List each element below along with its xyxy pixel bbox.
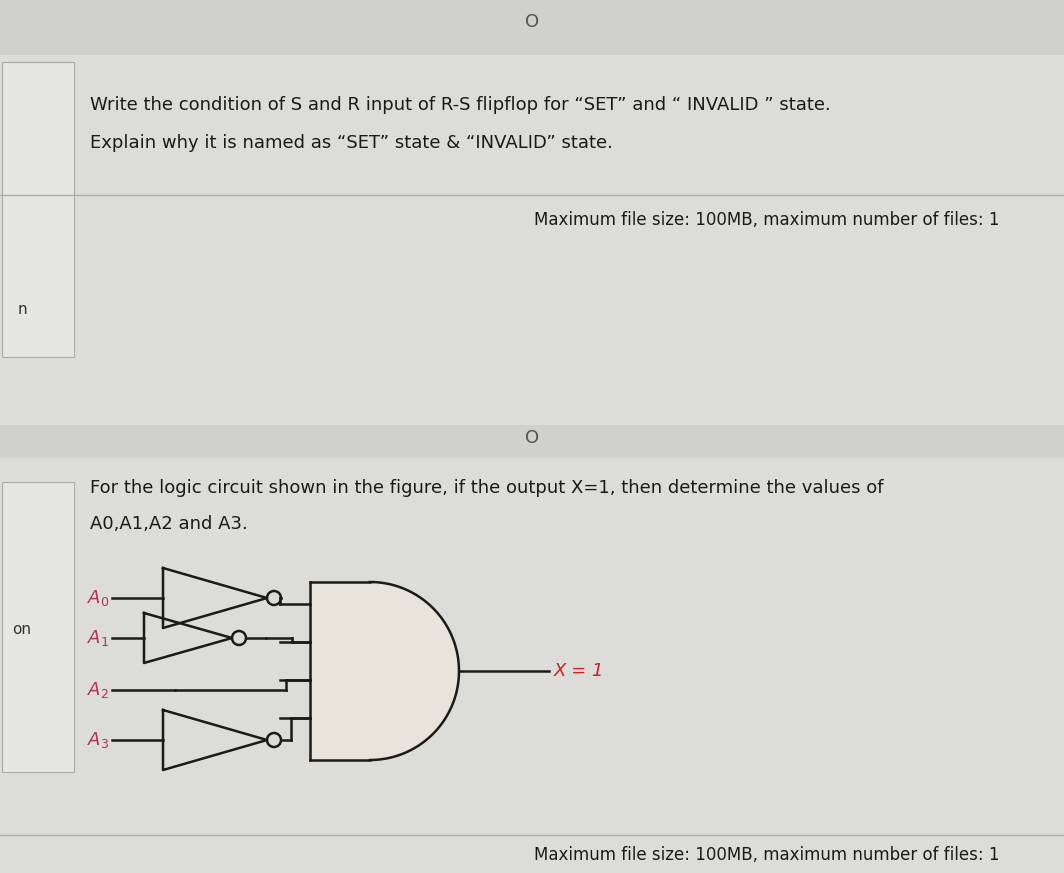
Text: Maximum file size: 100MB, maximum number of files: 1: Maximum file size: 100MB, maximum number… — [534, 211, 1000, 229]
FancyBboxPatch shape — [2, 62, 74, 357]
Text: O: O — [525, 13, 539, 31]
Text: on: on — [12, 622, 31, 637]
Bar — [310, 582, 370, 760]
Text: Maximum file size: 100MB, maximum number of files: 1: Maximum file size: 100MB, maximum number… — [534, 846, 1000, 864]
Text: $A_0$: $A_0$ — [87, 588, 110, 608]
FancyBboxPatch shape — [2, 482, 74, 772]
Bar — [0, 55, 1064, 425]
Polygon shape — [370, 582, 459, 760]
Text: $A_2$: $A_2$ — [87, 680, 109, 700]
Text: Write the condition of S and R input of R-S flipflop for “SET” and “ INVALID ” s: Write the condition of S and R input of … — [90, 96, 831, 114]
Text: For the logic circuit shown in the figure, if the output X=1, then determine the: For the logic circuit shown in the figur… — [90, 479, 883, 497]
Text: n: n — [18, 303, 28, 318]
Text: $A_3$: $A_3$ — [87, 730, 110, 750]
Text: A0,A1,A2 and A3.: A0,A1,A2 and A3. — [90, 515, 248, 533]
Text: $A_1$: $A_1$ — [87, 628, 110, 648]
Text: O: O — [525, 429, 539, 447]
Bar — [0, 458, 1064, 873]
Text: X = 1: X = 1 — [554, 662, 604, 680]
Text: Explain why it is named as “SET” state & “INVALID” state.: Explain why it is named as “SET” state &… — [90, 134, 613, 152]
